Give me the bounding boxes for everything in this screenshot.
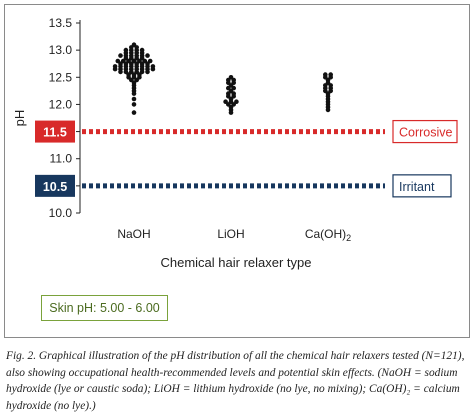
data-point-lioh bbox=[228, 110, 234, 115]
reference-tag-label-corrosive: Corrosive bbox=[399, 126, 453, 140]
y-tick-label: 11.0 bbox=[50, 152, 73, 166]
x-category-label: Ca(OH)2 bbox=[305, 227, 351, 243]
y-tick-label: 10.0 bbox=[49, 206, 73, 220]
skin-ph-note: Skin pH: 5.00 - 6.00 bbox=[41, 295, 168, 321]
x-axis-title: Chemical hair relaxer type bbox=[160, 255, 311, 270]
data-point-naoh bbox=[112, 66, 118, 72]
y-axis-title: pH bbox=[12, 110, 27, 127]
data-point-caoh2 bbox=[325, 107, 331, 113]
figure-frame bbox=[4, 4, 470, 338]
figure-caption: Fig. 2. Graphical illustration of the pH… bbox=[6, 350, 465, 412]
y-tick-label: 12.0 bbox=[49, 97, 73, 111]
data-point-naoh bbox=[118, 69, 123, 75]
x-category-label: LiOH bbox=[217, 227, 244, 241]
reference-tag-box-corrosive bbox=[392, 119, 458, 144]
data-point-naoh bbox=[150, 66, 156, 72]
data-point-naoh bbox=[118, 53, 123, 58]
data-point-naoh bbox=[131, 102, 137, 107]
reference-value-box-corrosive bbox=[35, 120, 75, 143]
data-point-naoh bbox=[131, 91, 137, 96]
data-point-naoh bbox=[145, 53, 150, 58]
x-category-label: NaOH bbox=[117, 227, 150, 241]
reference-value-label-corrosive: 11.5 bbox=[43, 126, 67, 140]
y-tick-label: 13.5 bbox=[49, 16, 73, 30]
reference-value-box-irritant bbox=[35, 174, 75, 197]
ph-distribution-chart: 13.5 13.0 12.5 12.0 11.0 10.0 pH 11.5 Corrosive 1… bbox=[12, 16, 458, 270]
data-point-naoh bbox=[131, 96, 137, 102]
y-tick-label: 13.0 bbox=[49, 43, 73, 57]
reference-value-label-irritant: 10.5 bbox=[43, 180, 67, 194]
reference-tag-box-irritant bbox=[392, 174, 452, 198]
reference-tag-label-irritant: Irritant bbox=[399, 180, 435, 194]
data-point-naoh bbox=[131, 110, 137, 115]
data-point-naoh bbox=[145, 69, 150, 75]
y-tick-label: 12.5 bbox=[49, 70, 73, 84]
